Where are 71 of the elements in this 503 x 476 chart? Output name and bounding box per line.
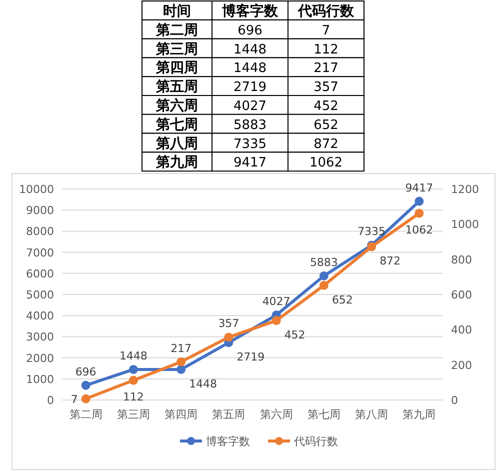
data-label: 2719 (236, 350, 265, 364)
data-label: 9417 (233, 156, 267, 171)
data-label: 5883 (310, 256, 338, 269)
category-label: 第八周 (155, 136, 198, 152)
data-label: 112 (122, 390, 144, 404)
legend-label: 博客字数 (221, 2, 279, 20)
y2-tick-label: 600 (451, 288, 472, 302)
text: 时间 (163, 4, 191, 20)
category-label: 第七周 (155, 116, 198, 133)
data-label: 7335 (233, 136, 267, 152)
data-label: 872 (380, 254, 401, 268)
data-label: 5883 (233, 118, 267, 133)
x-tick-label: 第六周 (260, 408, 293, 421)
x-tick-label: 第二周 (69, 408, 102, 421)
data-label: 452 (314, 99, 338, 114)
y2-tick-label: 400 (451, 324, 472, 337)
data-label: 7 (70, 392, 78, 406)
data-label: 217 (170, 342, 192, 355)
x-tick-label: 第三周 (116, 408, 150, 421)
y-tick-label: 10000 (19, 183, 54, 196)
data-label: 7335 (358, 225, 386, 238)
x-tick-label: 第五周 (212, 408, 246, 421)
data-label: 1448 (233, 42, 267, 58)
y-tick-label: 9000 (26, 204, 54, 218)
category-label: 第五周 (155, 79, 198, 96)
data-label: 1062 (405, 223, 434, 236)
category-label: 第三周 (155, 41, 198, 58)
y2-tick-label: 1000 (451, 218, 479, 232)
data-label: 4027 (262, 295, 290, 308)
y-tick-label: 8000 (26, 225, 54, 238)
y-tick-label: 1000 (26, 372, 54, 386)
data-label: 872 (314, 136, 338, 152)
data-label: 652 (332, 293, 353, 306)
data-label: 357 (314, 80, 338, 96)
y-tick-label: 2000 (26, 352, 54, 365)
y2-tick-label: 800 (451, 253, 472, 266)
y2-tick-label: 1200 (451, 183, 479, 196)
y-tick-label: 7000 (26, 246, 54, 260)
y2-tick-label: 0 (451, 394, 458, 407)
y-tick-label: 3000 (26, 330, 54, 344)
data-label: 652 (314, 118, 338, 133)
y-tick-label: 5000 (26, 288, 54, 302)
y-tick-label: 4000 (26, 310, 54, 323)
data-label: 112 (314, 42, 338, 58)
legend-label: 代码行数 (293, 435, 338, 448)
data-label: 1448 (119, 349, 148, 362)
data-label: 4027 (233, 99, 267, 114)
data-label: 696 (75, 365, 96, 378)
x-tick-label: 第七周 (307, 408, 340, 421)
category-label: 第二周 (155, 22, 198, 38)
x-tick-label: 第九周 (402, 408, 436, 421)
data-label: 7 (322, 23, 330, 38)
category-label: 第四周 (155, 60, 198, 76)
data-label: 1448 (233, 61, 267, 76)
category-label: 第六周 (155, 97, 198, 114)
data-label: 452 (284, 328, 306, 342)
category-label: 第九周 (155, 154, 198, 171)
data-label: 2719 (233, 80, 267, 96)
y-tick-label: 0 (47, 394, 54, 407)
data-label: 1062 (309, 156, 343, 171)
data-label: 217 (314, 61, 338, 76)
data-label: 696 (238, 23, 262, 38)
data-label: 9417 (405, 181, 434, 194)
x-tick-label: 第四周 (164, 408, 198, 421)
data-label: 1448 (189, 377, 218, 390)
legend-label: 博客字数 (206, 435, 250, 448)
y-tick-label: 6000 (26, 267, 54, 280)
y2-tick-label: 200 (451, 358, 472, 372)
data-label: 357 (218, 317, 240, 330)
series-label: 代码行数 (297, 4, 355, 20)
x-tick-label: 第八周 (355, 408, 388, 421)
